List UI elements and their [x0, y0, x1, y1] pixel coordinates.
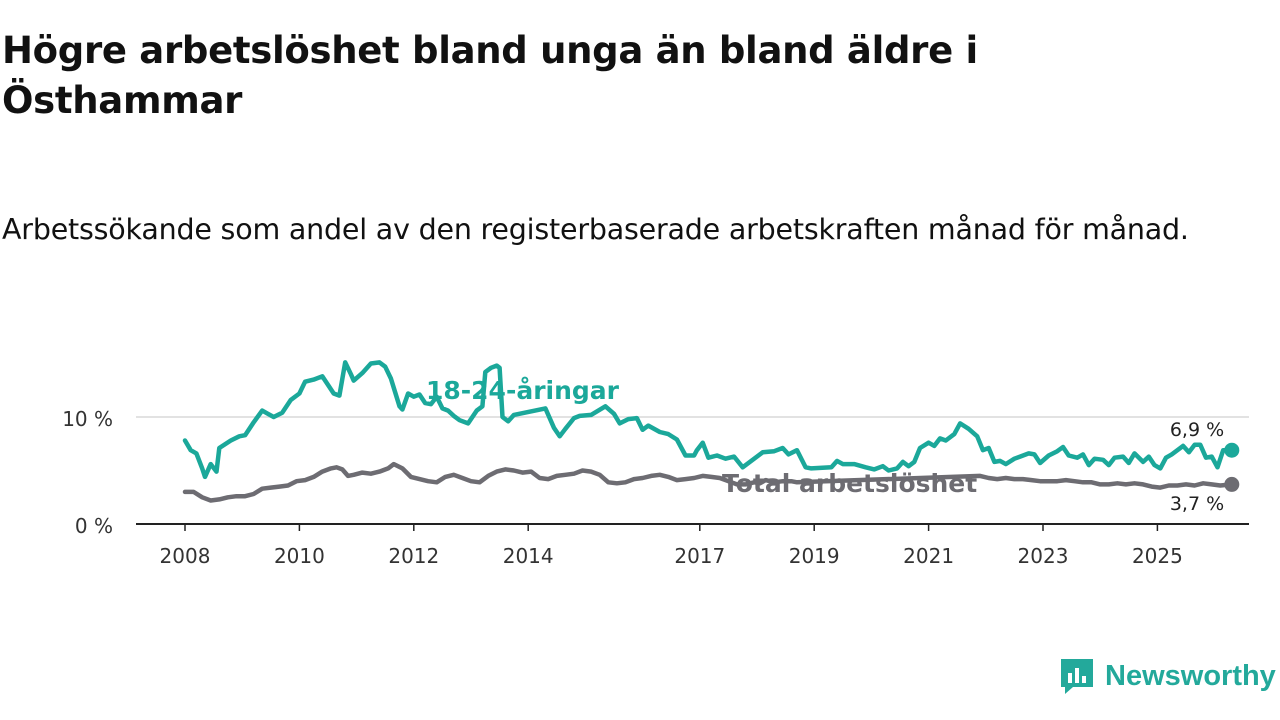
- brand-name: Newsworthy: [1105, 659, 1276, 692]
- y-axis-labels: 10 % 0 %: [62, 407, 113, 538]
- annotation-youth: 18-24-åringar: [426, 376, 620, 405]
- x-tick-label-2021: 2021: [903, 544, 954, 568]
- end-value-youth: 6,9 %: [1170, 419, 1224, 441]
- series-line-total: [182, 461, 1235, 503]
- chart-title: Högre arbetslöshet bland unga än bland ä…: [2, 29, 978, 122]
- series-layer: [182, 360, 1240, 503]
- y-tick-label-0: 0 %: [75, 514, 113, 538]
- x-tick-label-2010: 2010: [274, 544, 325, 568]
- end-point-youth: [1224, 442, 1240, 458]
- end-point-total: [1224, 476, 1240, 492]
- annotation-total: Total arbetslöshet: [722, 469, 977, 498]
- newsworthy-logo: Newsworthy: [1059, 655, 1276, 697]
- x-tick-label-2017: 2017: [674, 544, 725, 568]
- x-axis-ticks: 2008 2010 2012 2014 2017 2019 2021 2023 2025: [160, 524, 1183, 568]
- x-tick-label-2012: 2012: [388, 544, 439, 568]
- series-line-youth: [182, 360, 1235, 480]
- end-value-total: 3,7 %: [1170, 493, 1224, 515]
- x-tick-label-2025: 2025: [1132, 544, 1183, 568]
- x-tick-label-2023: 2023: [1018, 544, 1069, 568]
- x-tick-label-2014: 2014: [503, 544, 554, 568]
- series-labels: 18-24-åringar Total arbetslöshet 6,9 % 3…: [426, 376, 1224, 515]
- y-tick-label-10: 10 %: [62, 407, 113, 431]
- x-tick-label-2008: 2008: [160, 544, 211, 568]
- newsworthy-logo-icon: [1061, 659, 1093, 694]
- chart-subtitle: Arbetssökande som andel av den registerb…: [2, 213, 1189, 246]
- x-tick-label-2019: 2019: [789, 544, 840, 568]
